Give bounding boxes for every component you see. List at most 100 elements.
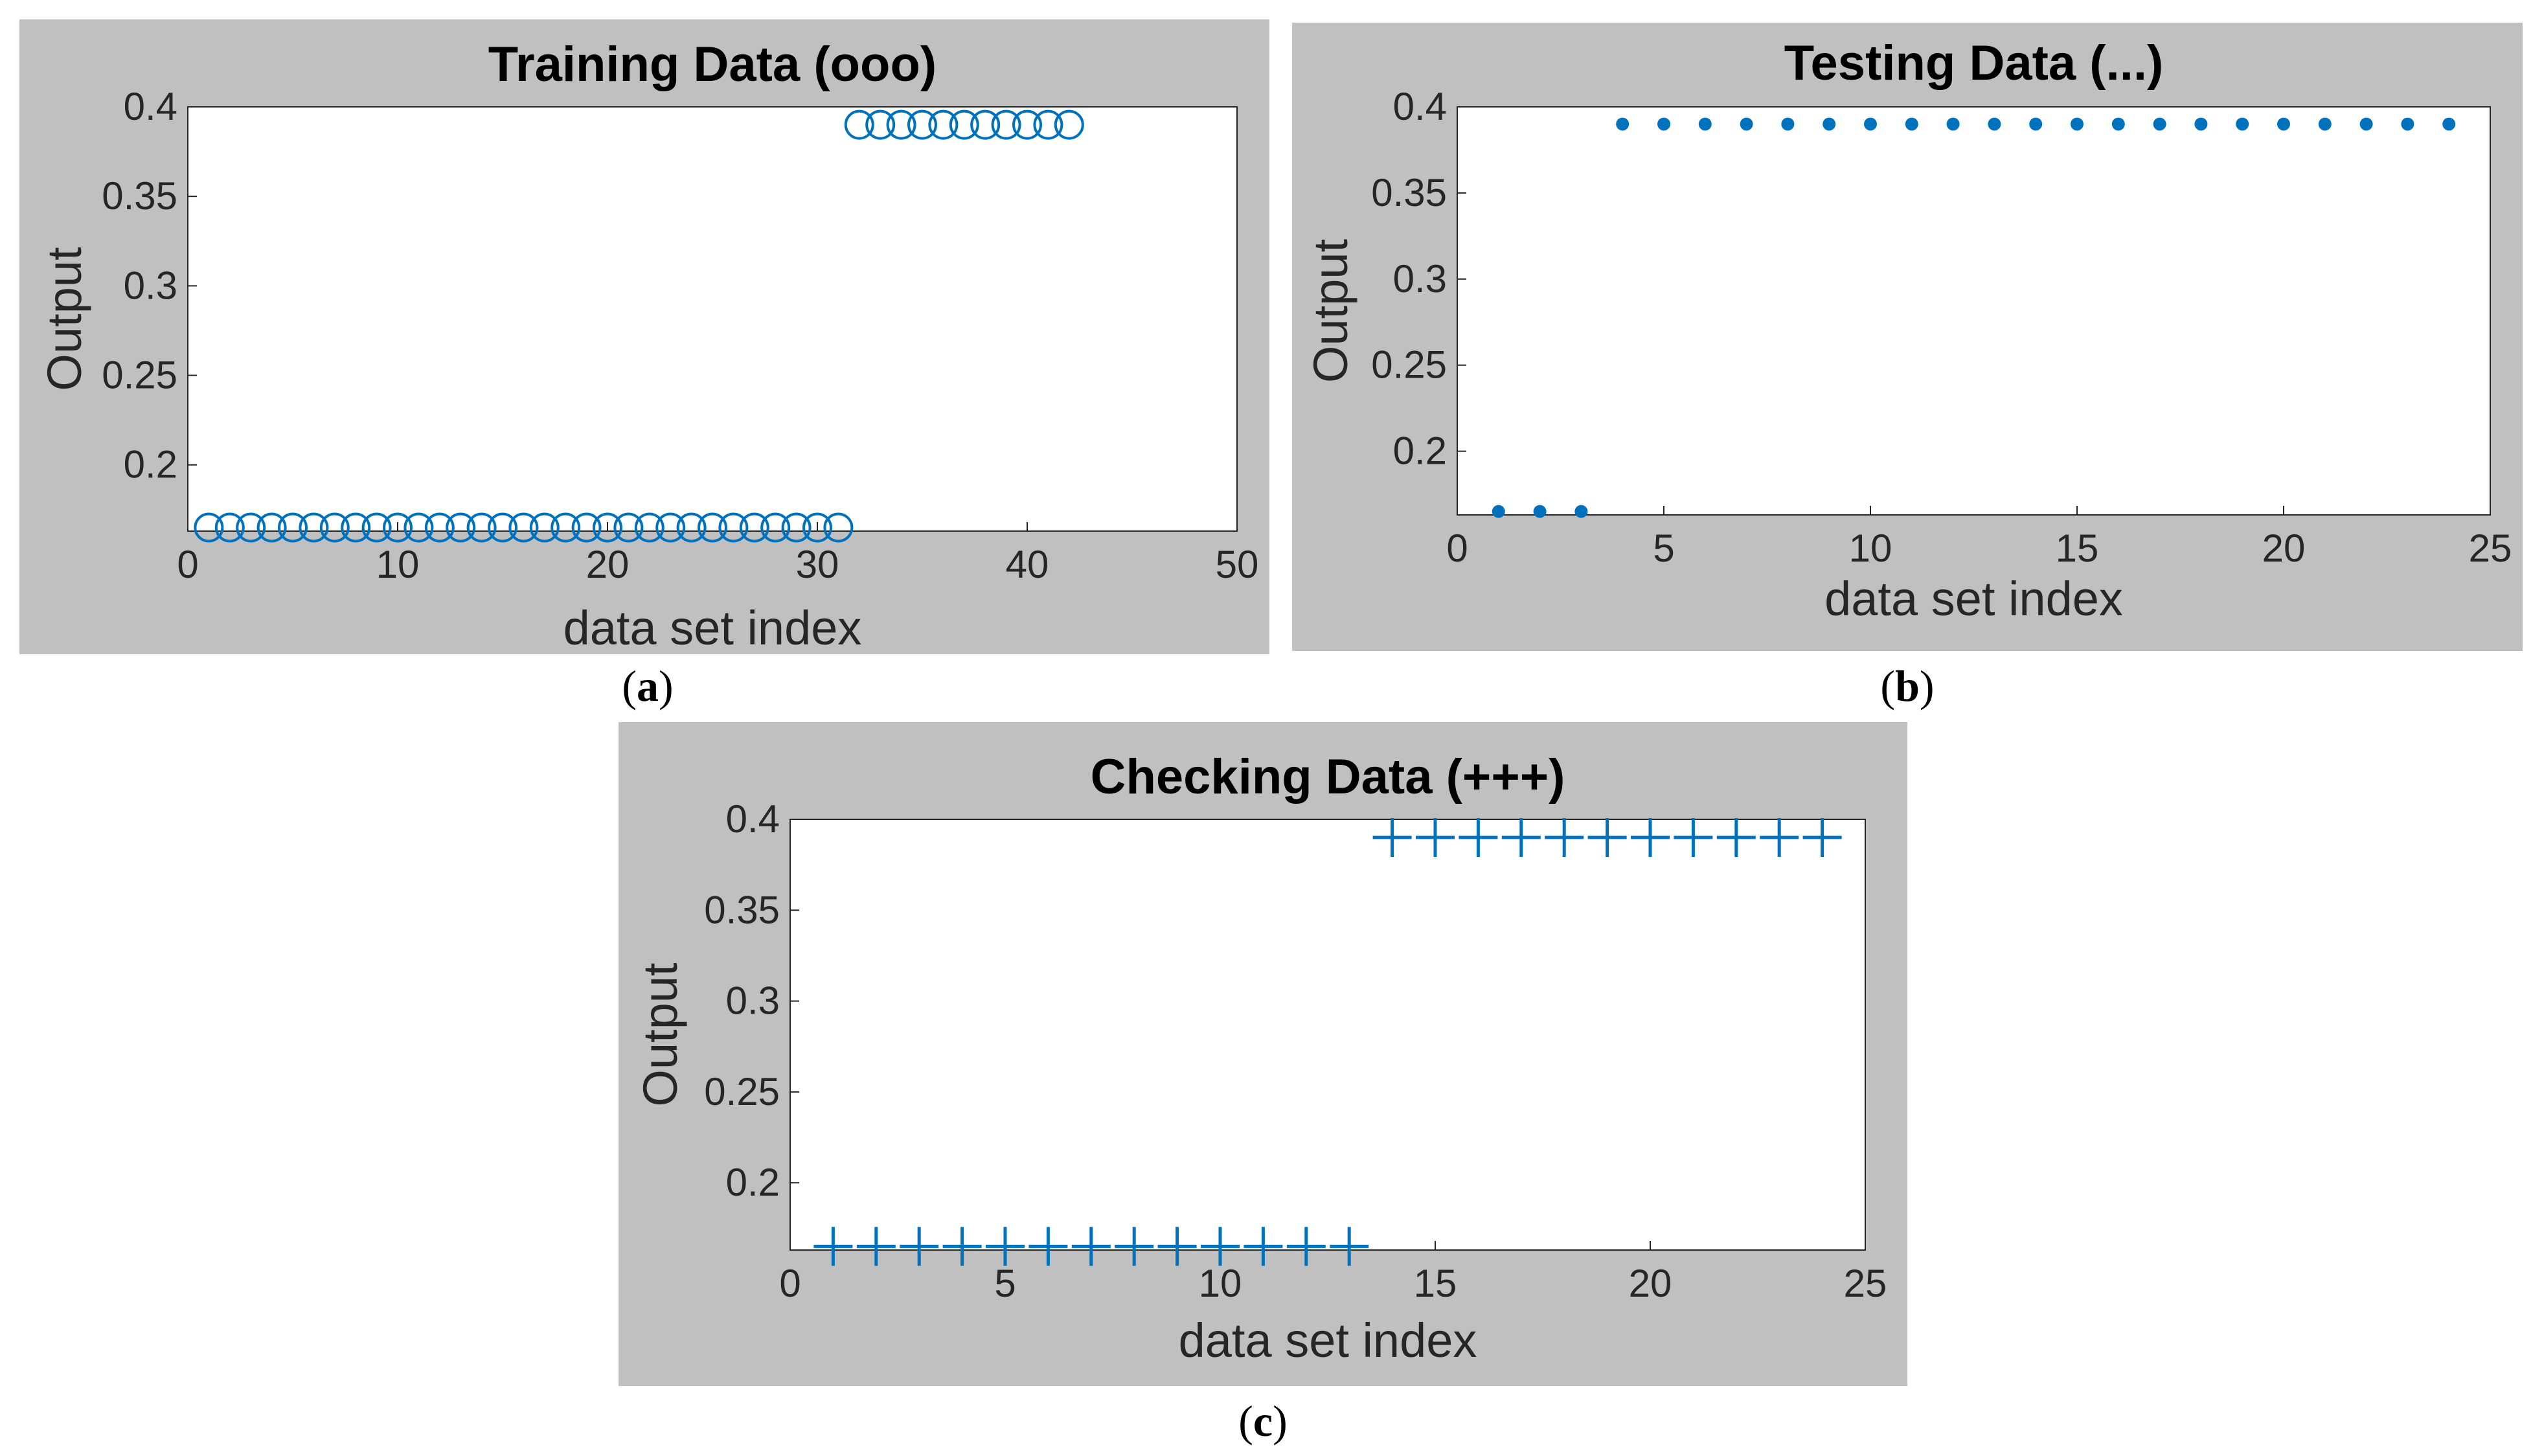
panel-a: Training Data (ooo) 0 10 20 30 40 50 0.2 0.25 0.3…: [19, 19, 1269, 654]
x-tick-label: 10: [376, 543, 420, 586]
axes-area: [789, 819, 1866, 1251]
y-tick-label: 0.4: [726, 797, 780, 841]
caption-letter-b: b: [1895, 661, 1920, 711]
y-tick-label: 0.3: [1393, 257, 1447, 301]
data-point: [1716, 818, 1756, 858]
data-point: [593, 512, 622, 543]
data-point: [907, 109, 937, 140]
data-point: [655, 512, 686, 543]
axes-area: [187, 106, 1238, 532]
data-point: [760, 512, 791, 543]
x-tick-label: 5: [994, 1262, 1016, 1305]
data-point: [1071, 1227, 1111, 1266]
data-point: [1286, 1227, 1326, 1266]
x-tick-label: 10: [1199, 1262, 1242, 1305]
data-point: [361, 512, 392, 543]
chart-title: Checking Data (+++): [1091, 749, 1565, 804]
chart-title: Testing Data (...): [1784, 36, 2164, 91]
y-tick-label: 0.4: [1393, 85, 1447, 128]
caption-open-c: (: [1238, 1396, 1253, 1446]
data-point: [1459, 818, 1498, 858]
y-tick-label: 0.25: [1371, 343, 1447, 387]
y-tick-label: 0.4: [124, 85, 177, 128]
data-point: [1760, 818, 1799, 858]
data-point: [1616, 117, 1630, 131]
caption-close-c: ): [1273, 1396, 1288, 1446]
data-point: [571, 512, 602, 543]
y-axis-label: Output: [633, 962, 687, 1107]
data-point: [1115, 1227, 1154, 1266]
x-tick-label: 0: [1446, 527, 1468, 570]
data-point: [1330, 1227, 1369, 1266]
data-point: [529, 512, 560, 543]
caption-b: (b): [1843, 661, 1972, 712]
x-tick-label: 15: [2056, 527, 2099, 570]
data-point: [823, 512, 854, 543]
chart-testing-data: Testing Data (...) 0 5 10 15 20 25 0.2 0.25 0.3 0.…: [1292, 23, 2523, 651]
y-tick-label: 0.25: [102, 354, 177, 397]
data-point: [1781, 117, 1795, 131]
y-tick-label: 0.3: [124, 264, 177, 307]
data-point: [2236, 117, 2249, 131]
data-point: [383, 512, 413, 543]
data-point: [256, 512, 287, 543]
y-axis-label: Output: [38, 247, 91, 391]
data-point: [1545, 818, 1584, 858]
data-point: [865, 109, 896, 140]
data-point: [886, 109, 916, 140]
data-point: [813, 1227, 853, 1266]
caption-close-a: ): [659, 661, 674, 711]
data-point: [2111, 117, 2125, 131]
data-point: [1657, 117, 1670, 131]
x-axis-label: data set index: [563, 601, 862, 654]
data-point: [1698, 117, 1712, 131]
data-point: [991, 109, 1021, 140]
x-tick-label: 20: [2262, 527, 2306, 570]
data-point: [1574, 505, 1588, 518]
data-point: [2401, 117, 2414, 131]
data-point: [900, 1227, 939, 1266]
data-point: [781, 512, 812, 543]
x-tick-label: 50: [1216, 543, 1259, 586]
caption-letter-c: c: [1253, 1396, 1273, 1446]
x-tick-label: 30: [796, 543, 839, 586]
caption-letter-a: a: [637, 661, 659, 711]
panel-b: Testing Data (...) 0 5 10 15 20 25 0.2 0.25 0.3 0.…: [1292, 23, 2523, 651]
data-point: [403, 512, 434, 543]
data-point: [1416, 818, 1455, 858]
caption-open-b: (: [1880, 661, 1896, 711]
data-point: [1864, 117, 1877, 131]
data-point: [942, 1227, 982, 1266]
data-point: [1988, 117, 2001, 131]
data-point: [2071, 117, 2084, 131]
data-point: [2277, 117, 2290, 131]
data-point: [2029, 117, 2043, 131]
x-tick-label: 25: [2469, 527, 2512, 570]
y-tick-label: 0.2: [1393, 429, 1447, 473]
data-point: [2442, 117, 2456, 131]
data-point: [970, 109, 1001, 140]
data-point: [844, 109, 874, 140]
data-point: [1201, 1227, 1240, 1266]
y-tick-label: 0.25: [704, 1070, 780, 1113]
caption-a: (a): [583, 661, 712, 712]
data-point: [1492, 505, 1505, 518]
chart-checking-data: Checking Data (+++) 0 5 10 15 20 25 0.2 0.25 0.3 0…: [619, 722, 1907, 1386]
x-tick-label: 0: [779, 1262, 801, 1305]
data-point: [194, 512, 224, 543]
data-point: [1501, 818, 1541, 858]
data-point: [928, 109, 959, 140]
chart-training-data: Training Data (ooo) 0 10 20 30 40 50 0.2 0.25 0.3…: [19, 19, 1269, 654]
data-point: [1372, 818, 1412, 858]
y-tick-label: 0.35: [704, 888, 780, 931]
data-point: [1740, 117, 1753, 131]
data-point: [1033, 109, 1063, 140]
x-tick-label: 0: [177, 543, 198, 586]
data-point: [488, 512, 517, 543]
data-point: [278, 512, 308, 543]
data-point: [634, 512, 664, 543]
data-point: [1674, 818, 1713, 858]
x-tick-label: 5: [1653, 527, 1674, 570]
chart-title: Training Data (ooo): [488, 37, 937, 92]
data-point: [1946, 117, 1960, 131]
